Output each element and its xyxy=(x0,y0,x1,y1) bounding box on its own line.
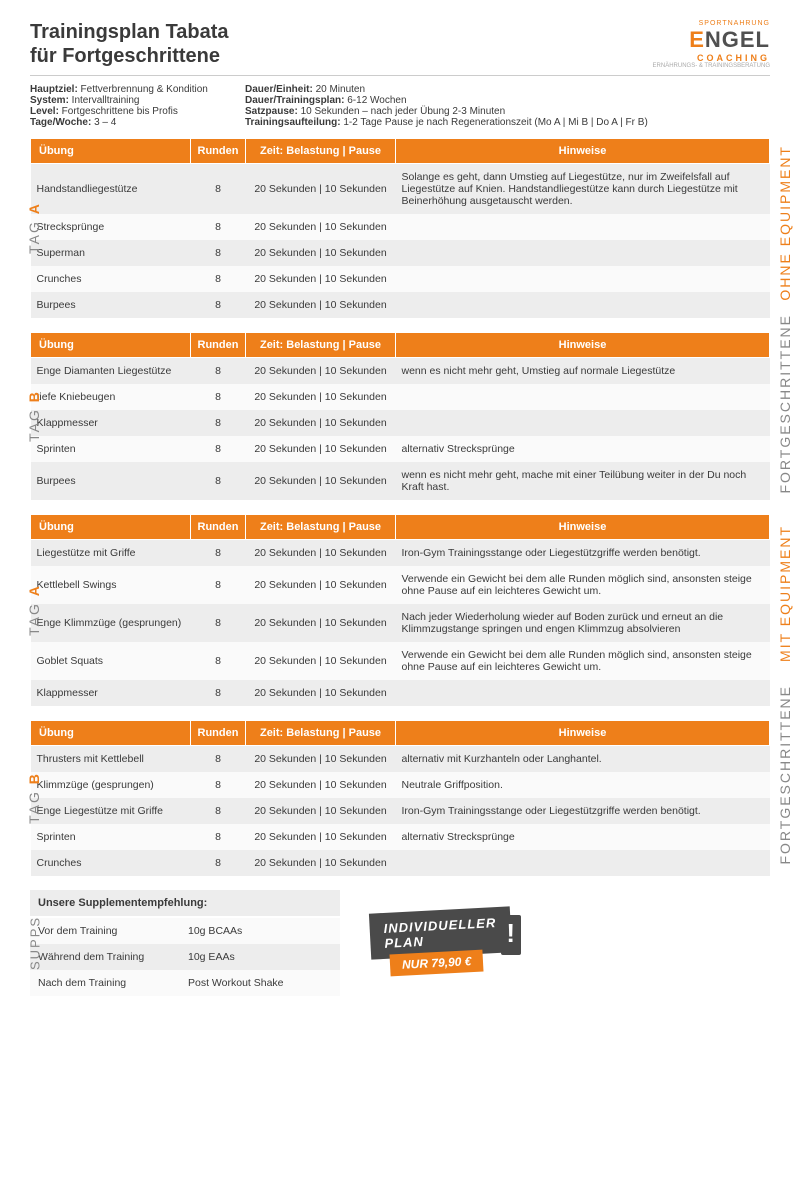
plan-ohne-b: TAG B ÜbungRundenZeit: Belastung | Pause… xyxy=(30,332,770,500)
table-row: Klimmzüge (gesprungen)820 Sekunden | 10 … xyxy=(31,772,770,798)
title: Trainingsplan Tabata für Fortgeschritten… xyxy=(30,20,229,68)
tag-a-label-2: TAG A xyxy=(26,584,42,636)
table-row: Burpees820 Sekunden | 10 Sekundenwenn es… xyxy=(31,462,770,500)
column-header: Übung xyxy=(31,333,191,358)
plan-mit-a: TAG A ÜbungRundenZeit: Belastung | Pause… xyxy=(30,514,770,706)
column-header: Übung xyxy=(31,515,191,540)
meta-row: Trainingsaufteilung: 1-2 Tage Pause je n… xyxy=(245,117,770,128)
meta-row: Dauer/Trainingsplan: 6-12 Wochen xyxy=(245,95,770,106)
title-line2: für Fortgeschrittene xyxy=(30,44,229,68)
table-row: Goblet Squats820 Sekunden | 10 SekundenV… xyxy=(31,642,770,680)
meta-row: Tage/Woche: 3 – 4 xyxy=(30,117,245,128)
table-row: Crunches820 Sekunden | 10 Sekunden xyxy=(31,266,770,292)
table-row: Enge Liegestütze mit Griffe820 Sekunden … xyxy=(31,798,770,824)
group-ohne: OHNE EQUIPMENT FORTGESCHRITTENE TAG A Üb… xyxy=(30,138,770,500)
header: Trainingsplan Tabata für Fortgeschritten… xyxy=(30,20,770,76)
right-labels-mit: MIT EQUIPMENT FORTGESCHRITTENE xyxy=(774,514,796,876)
column-header: Zeit: Belastung | Pause xyxy=(246,333,396,358)
logo-top: SPORTNAHRUNG xyxy=(653,20,770,27)
supps-row: Vor dem Training10g BCAAs xyxy=(30,917,340,944)
supps-row: Nach dem TrainingPost Workout Shake xyxy=(30,970,340,996)
meta-row: Satzpause: 10 Sekunden – nach jeder Übun… xyxy=(245,106,770,117)
meta-row: Dauer/Einheit: 20 Minuten xyxy=(245,84,770,95)
tag-b-label-1: TAG B xyxy=(26,390,42,442)
group-mit: MIT EQUIPMENT FORTGESCHRITTENE TAG A Übu… xyxy=(30,514,770,876)
label-fortgeschrittene-2: FORTGESCHRITTENE xyxy=(777,685,793,865)
column-header: Runden xyxy=(191,333,246,358)
label-ohne-equipment: OHNE EQUIPMENT xyxy=(777,145,793,301)
table-mit-a: ÜbungRundenZeit: Belastung | PauseHinwei… xyxy=(30,514,770,706)
column-header: Runden xyxy=(191,515,246,540)
table-ohne-b: ÜbungRundenZeit: Belastung | PauseHinwei… xyxy=(30,332,770,500)
column-header: Zeit: Belastung | Pause xyxy=(246,721,396,746)
table-row: Enge Diamanten Liegestütze820 Sekunden |… xyxy=(31,358,770,385)
supps-label: SUPPS xyxy=(28,916,43,970)
supps-row: Während dem Training10g EAAs xyxy=(30,944,340,970)
table-row: Thrusters mit Kettlebell820 Sekunden | 1… xyxy=(31,746,770,773)
right-labels-ohne: OHNE EQUIPMENT FORTGESCHRITTENE xyxy=(774,138,796,500)
table-row: Enge Klimmzüge (gesprungen)820 Sekunden … xyxy=(31,604,770,642)
column-header: Runden xyxy=(191,139,246,164)
table-row: Crunches820 Sekunden | 10 Sekunden xyxy=(31,850,770,876)
supps-section: SUPPS Unsere Supplementempfehlung:Vor de… xyxy=(30,890,770,996)
column-header: Übung xyxy=(31,721,191,746)
meta-block: Hauptziel: Fettverbrennung & KonditionSy… xyxy=(30,84,770,128)
logo: SPORTNAHRUNG ENGEL COACHING ERNÄHRUNGS- … xyxy=(653,20,770,69)
supps-table-wrap: SUPPS Unsere Supplementempfehlung:Vor de… xyxy=(30,890,340,996)
table-row: Kettlebell Swings820 Sekunden | 10 Sekun… xyxy=(31,566,770,604)
column-header: Hinweise xyxy=(396,721,770,746)
meta-left: Hauptziel: Fettverbrennung & KonditionSy… xyxy=(30,84,245,128)
label-mit-equipment: MIT EQUIPMENT xyxy=(777,525,793,662)
meta-row: Level: Fortgeschrittene bis Profis xyxy=(30,106,245,117)
tag-b-label-2: TAG B xyxy=(26,772,42,824)
logo-tag: ERNÄHRUNGS- & TRAININGSBERATUNG xyxy=(653,63,770,69)
tag-a-label-1: TAG A xyxy=(26,202,42,254)
plan-mit-b: TAG B ÜbungRundenZeit: Belastung | Pause… xyxy=(30,720,770,876)
column-header: Zeit: Belastung | Pause xyxy=(246,515,396,540)
plan-ohne-a: TAG A ÜbungRundenZeit: Belastung | Pause… xyxy=(30,138,770,318)
supps-heading: Unsere Supplementempfehlung: xyxy=(30,890,340,917)
table-row: Burpees820 Sekunden | 10 Sekunden xyxy=(31,292,770,318)
column-header: Zeit: Belastung | Pause xyxy=(246,139,396,164)
table-row: Sprinten820 Sekunden | 10 Sekundenaltern… xyxy=(31,824,770,850)
supps-table: Unsere Supplementempfehlung:Vor dem Trai… xyxy=(30,890,340,996)
table-row: Klappmesser820 Sekunden | 10 Sekunden xyxy=(31,680,770,706)
meta-right: Dauer/Einheit: 20 MinutenDauer/Trainings… xyxy=(245,84,770,128)
column-header: Runden xyxy=(191,721,246,746)
column-header: Hinweise xyxy=(396,515,770,540)
column-header: Hinweise xyxy=(396,333,770,358)
table-row: Strecksprünge820 Sekunden | 10 Sekunden xyxy=(31,214,770,240)
price-badge[interactable]: INDIVIDUELLER PLAN ! NUR 79,90 € xyxy=(370,910,511,974)
column-header: Übung xyxy=(31,139,191,164)
table-row: Handstandliegestütze820 Sekunden | 10 Se… xyxy=(31,164,770,215)
column-header: Hinweise xyxy=(396,139,770,164)
table-row: tiefe Kniebeugen820 Sekunden | 10 Sekund… xyxy=(31,384,770,410)
table-ohne-a: ÜbungRundenZeit: Belastung | PauseHinwei… xyxy=(30,138,770,318)
table-row: Liegestütze mit Griffe820 Sekunden | 10 … xyxy=(31,540,770,567)
label-fortgeschrittene-1: FORTGESCHRITTENE xyxy=(777,314,793,494)
title-line1: Trainingsplan Tabata xyxy=(30,20,229,44)
badge-price: NUR 79,90 € xyxy=(389,950,483,977)
table-mit-b: ÜbungRundenZeit: Belastung | PauseHinwei… xyxy=(30,720,770,876)
table-row: Superman820 Sekunden | 10 Sekunden xyxy=(31,240,770,266)
logo-main: ENGEL xyxy=(653,27,770,53)
meta-row: Hauptziel: Fettverbrennung & Kondition xyxy=(30,84,245,95)
table-row: Klappmesser820 Sekunden | 10 Sekunden xyxy=(31,410,770,436)
table-row: Sprinten820 Sekunden | 10 Sekundenaltern… xyxy=(31,436,770,462)
logo-sub: COACHING xyxy=(653,53,770,63)
meta-row: System: Intervalltraining xyxy=(30,95,245,106)
badge-exclaim-icon: ! xyxy=(501,915,521,955)
